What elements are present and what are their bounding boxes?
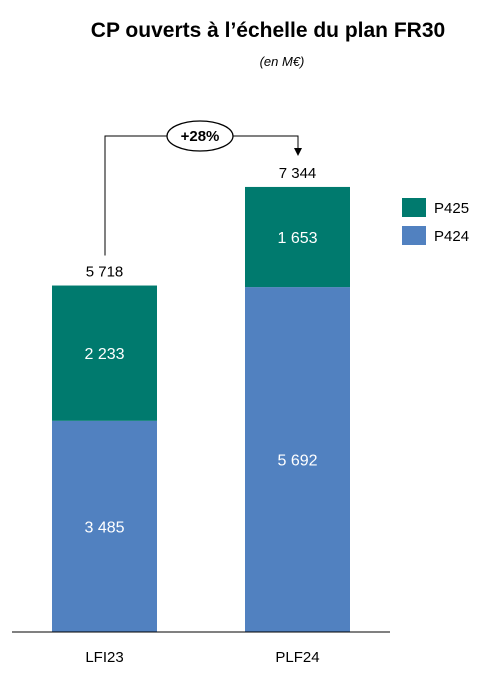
growth-annotation: +28%	[104, 120, 302, 256]
bars-group: 3 485 2 233 5 718 LFI23 5 692 1 653 7 344 PLF24	[52, 165, 350, 666]
legend-swatch-p425	[402, 198, 426, 217]
data-label-p424-plf24: 5 692	[277, 453, 317, 470]
category-label-plf24: PLF24	[275, 649, 319, 666]
data-label-p425-plf24: 1 653	[277, 230, 317, 247]
legend-label-p424: P424	[434, 228, 469, 245]
growth-badge	[166, 120, 234, 152]
legend-label-p425: P425	[434, 200, 469, 217]
bar-p424-lfi23	[52, 420, 157, 632]
chart-subtitle: (en M€)	[260, 54, 305, 69]
bar-p425-lfi23	[52, 285, 157, 421]
growth-arrow-head	[294, 147, 302, 156]
growth-label: +28%	[181, 128, 220, 145]
total-label-lfi23: 5 718	[86, 264, 124, 281]
data-label-p424-lfi23: 3 485	[84, 519, 124, 536]
legend: P425 P424	[402, 198, 469, 245]
data-label-p425-lfi23: 2 233	[84, 346, 124, 363]
category-label-lfi23: LFI23	[85, 649, 123, 666]
bar-p424-plf24	[245, 287, 350, 632]
chart-title: CP ouverts à l’échelle du plan FR30	[91, 19, 445, 42]
legend-swatch-p424	[402, 226, 426, 245]
total-label-plf24: 7 344	[279, 165, 317, 182]
bar-p425-plf24	[245, 186, 350, 288]
